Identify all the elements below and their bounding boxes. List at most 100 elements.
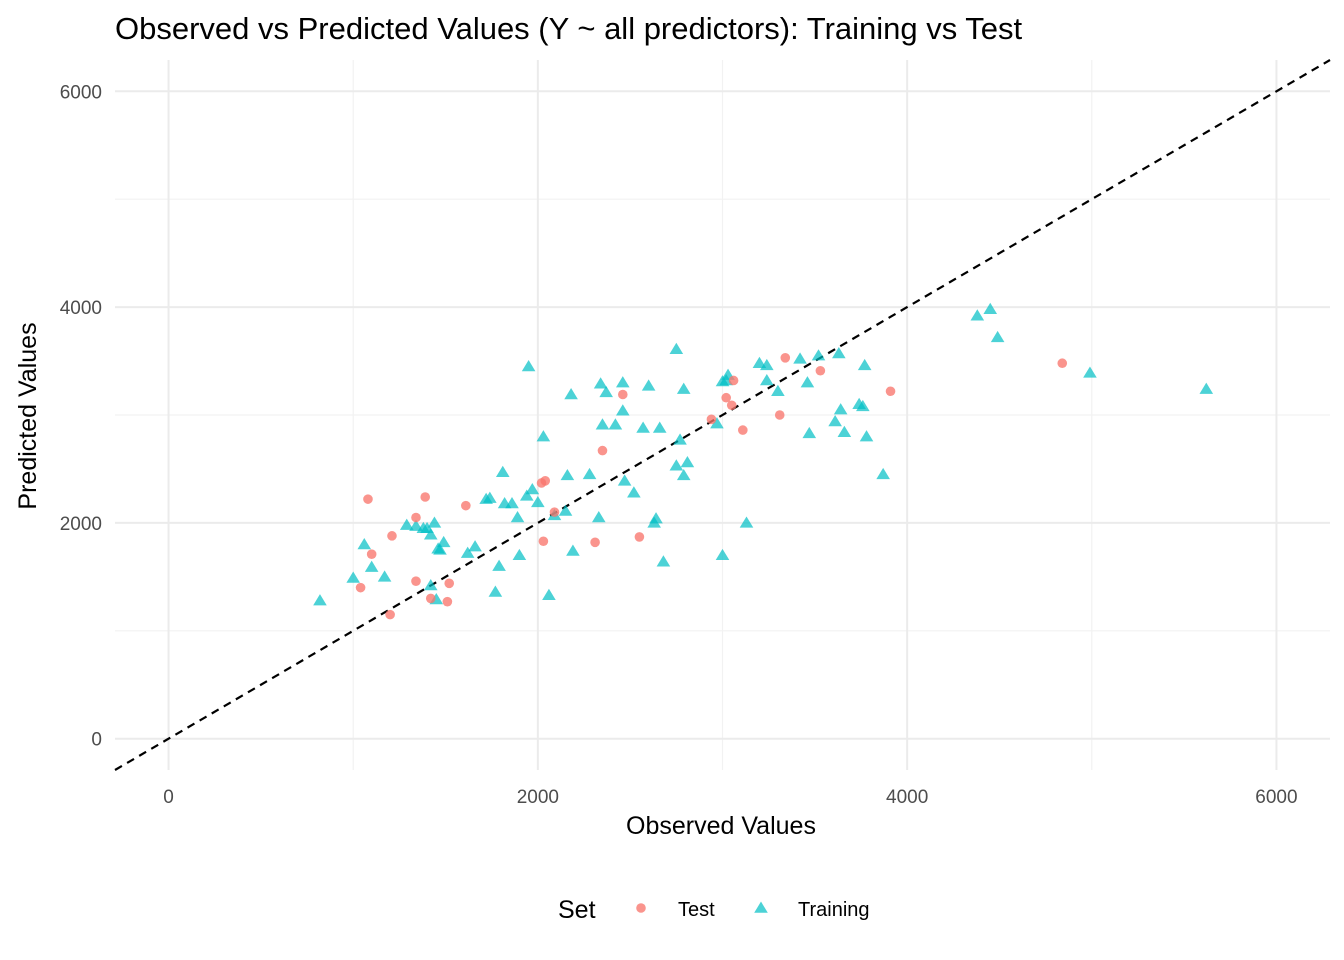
x-axis-title: Observed Values [626,812,816,840]
training-point [739,516,754,528]
training-point [656,555,671,567]
training-point [669,459,684,471]
training-point [615,404,630,416]
legend-marker-training [754,901,768,913]
training-point [595,418,610,430]
minor-gridlines [115,60,1330,770]
training-point [771,384,785,397]
y-axis-tick-labels: 0 2000 4000 6000 [60,82,102,750]
test-point [411,512,421,523]
training-point [409,519,423,531]
test-point [411,576,421,586]
test-point [780,353,791,363]
training-point [468,540,482,552]
training-point [377,570,392,582]
training-point [710,417,724,429]
legend-label-test: Test [678,899,715,921]
training-point [512,548,527,561]
training-point [399,518,414,530]
training-point [483,491,497,503]
training-point [680,456,695,468]
test-point [387,531,397,541]
training-point [536,430,551,442]
test-point [363,494,373,504]
test-point [617,389,628,400]
test-point [538,536,549,547]
legend-marker-test [636,903,646,913]
x-tick-label: 0 [163,787,174,808]
training-point [436,535,451,548]
training-point [752,356,767,368]
training-point [876,467,890,480]
test-point [774,410,785,420]
training-point [715,548,730,561]
training-point [837,425,852,438]
y-tick-label: 4000 [60,298,102,319]
test-point [366,549,377,559]
major-gridlines [115,60,1330,770]
training-point [676,468,691,481]
training-point [641,379,656,391]
training-point [859,430,874,442]
legend-label-training: Training [798,899,870,921]
training-point [510,511,525,523]
training-point [828,415,842,427]
training-point [802,426,817,439]
training-point [615,376,630,388]
training-point [593,377,608,389]
training-point [519,489,534,501]
test-point [728,375,739,386]
training-point [521,359,536,372]
training-point [566,544,580,556]
test-point [597,445,608,456]
legend-item-training: Training [754,899,870,921]
test-point [590,537,600,548]
training-point [531,495,545,508]
training-point [857,358,872,371]
training-point [582,467,597,480]
training-point [525,482,540,495]
x-axis-tick-labels: 0 2000 4000 6000 [163,787,1297,808]
test-point [444,578,455,589]
training-point [800,376,815,388]
x-tick-label: 6000 [1255,787,1297,808]
series-test [355,353,1068,620]
training-point [495,465,510,477]
training-point [636,421,650,433]
test-point [885,386,896,397]
training-point [833,403,848,415]
training-point [591,511,606,523]
training-point [423,579,438,591]
training-point [832,347,846,359]
legend-title: Set [558,896,596,924]
training-point [760,374,774,386]
training-point [970,309,985,321]
training-point [560,468,575,481]
training-point [760,358,774,371]
legend: Set Test Training [558,896,870,924]
training-point [460,546,475,558]
test-point [726,400,737,411]
series-training [313,302,1214,606]
legend-items: Test Training [636,899,870,921]
test-point [442,596,453,607]
training-point [313,594,327,606]
training-point [983,302,998,315]
identity-reference-line [114,59,1331,771]
training-point [542,588,556,600]
training-point [433,543,447,555]
test-point [634,532,645,542]
training-point [990,330,1005,343]
training-point [673,433,687,445]
training-point [346,571,360,583]
training-point [856,399,870,412]
x-tick-label: 4000 [886,787,928,808]
training-point [811,349,826,361]
training-point [599,385,613,398]
training-point [608,418,623,430]
training-point [1199,382,1214,394]
training-point [617,474,632,486]
x-tick-label: 2000 [517,787,559,808]
test-point [706,414,717,425]
